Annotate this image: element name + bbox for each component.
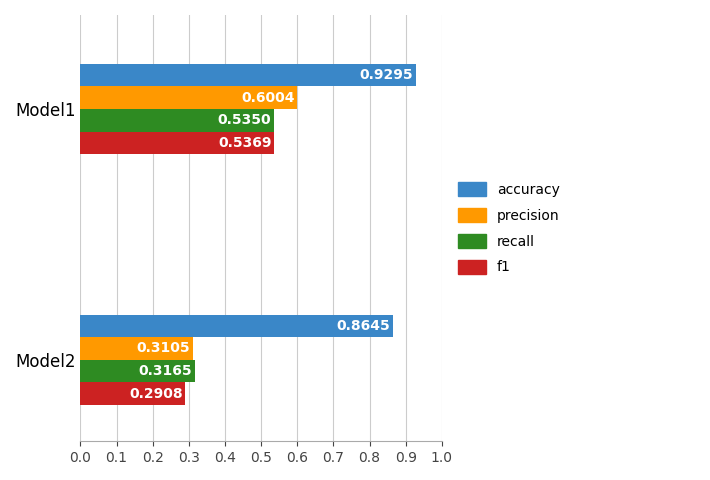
Text: 0.6004: 0.6004 (241, 91, 295, 105)
Bar (80, 86, 297, 109)
Bar (80, 132, 275, 154)
Legend: accuracy, precision, recall, f1: accuracy, precision, recall, f1 (452, 176, 565, 280)
Bar (80, 337, 192, 360)
Text: 0.5369: 0.5369 (218, 136, 271, 150)
Bar (80, 315, 393, 337)
Text: 0.3105: 0.3105 (136, 341, 190, 356)
Text: 0.5350: 0.5350 (217, 113, 271, 127)
Text: 0.9295: 0.9295 (360, 68, 413, 82)
Bar (80, 383, 185, 405)
Text: 0.8645: 0.8645 (337, 319, 390, 333)
Text: 0.2908: 0.2908 (129, 386, 182, 401)
Bar (80, 64, 416, 86)
Bar (80, 360, 195, 383)
Text: 0.3165: 0.3165 (138, 364, 192, 378)
Bar (80, 109, 274, 132)
